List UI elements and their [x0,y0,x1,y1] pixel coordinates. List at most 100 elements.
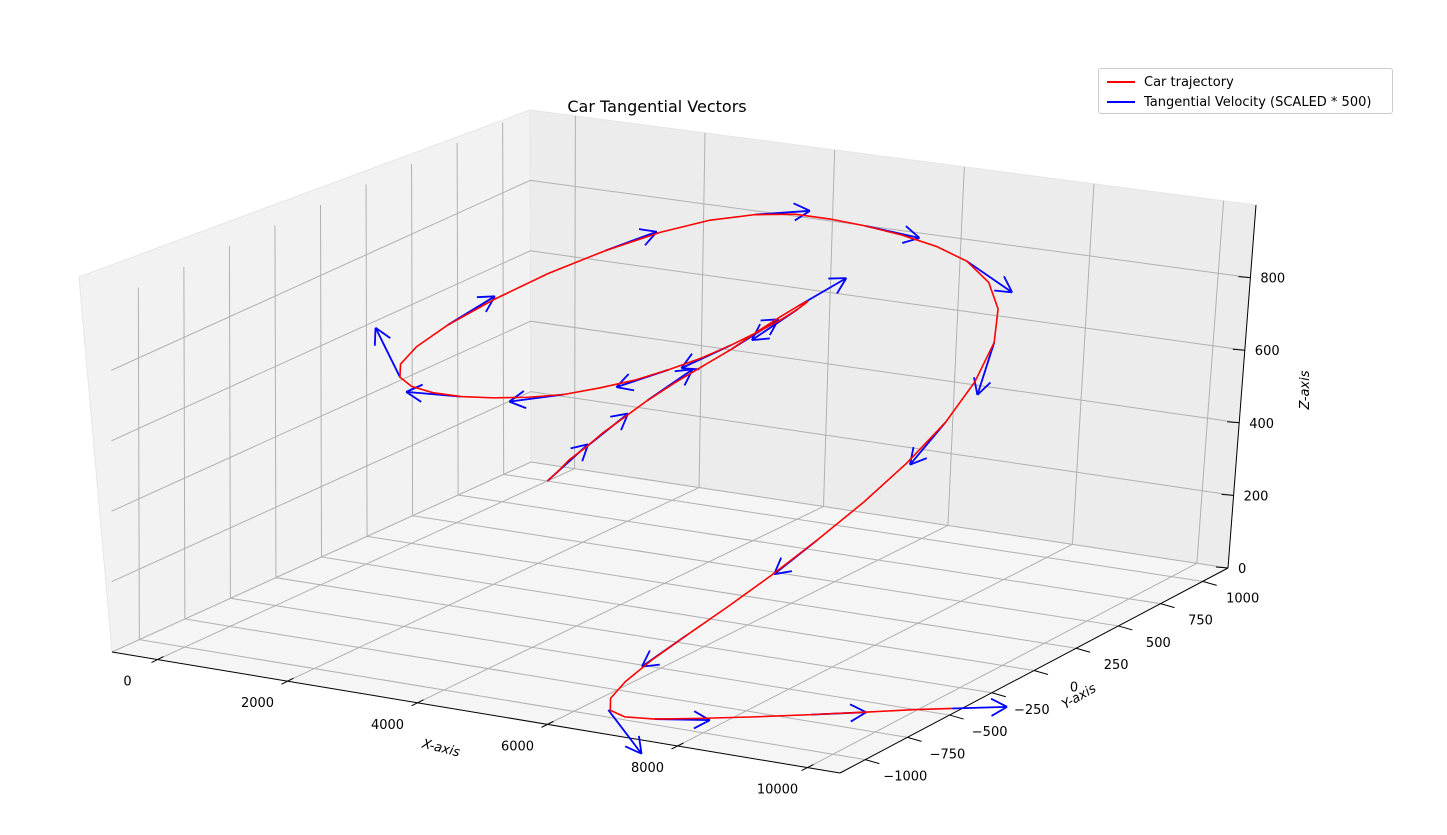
tick-labels: 0200040006000800010000−1000−750−500−2500… [123,272,1285,798]
y-tick-label: 250 [1104,658,1129,673]
arrow-shaft [952,705,1008,710]
arrow-head [616,386,635,392]
x-tick [151,656,164,664]
y-tick [907,736,922,742]
arrow-head [638,228,657,233]
y-tick-label: −500 [972,725,1008,740]
y-tick [1033,670,1049,675]
arrow-shaft [374,327,401,378]
tangent-arrow [607,709,643,755]
z-tick-label: 600 [1255,344,1280,359]
y-tick [865,759,880,765]
z-tick [1215,566,1229,569]
arrow-head [994,289,1013,294]
x-tick-label: 6000 [501,739,534,754]
arrow-head [976,381,992,396]
z-tick-label: 400 [1249,417,1274,432]
arrow-head [405,391,422,403]
z-axis-line [1227,204,1257,569]
x-tick [281,677,294,685]
legend-item-trajectory: Car trajectory [1107,72,1384,92]
arrow-head [674,368,693,373]
y-tick-label: −1000 [883,770,927,785]
arrow-head [1003,275,1013,293]
arrow-head [991,706,1008,717]
z-grid-line [111,461,1229,653]
y-tick-label: 500 [1146,636,1171,651]
arrow-head [909,457,928,466]
arrow-head [373,327,377,346]
x-axis-label: X-axis [419,736,461,760]
arrow-shaft [607,709,643,755]
y-tick-label: −750 [930,747,966,762]
y-tick-label: −250 [1014,703,1050,718]
z-tick-label: 0 [1238,562,1246,577]
arrow-shaft [966,260,1013,294]
arrow-head [641,650,651,668]
z-tick [1227,421,1240,424]
z-grid-line [111,320,1240,512]
arrow-head [850,711,867,723]
arrow-head [973,377,979,396]
z-axis-label: Z-axis [1298,370,1313,410]
arrow-head [570,443,589,450]
arrow-head [610,412,629,418]
tick-marks [151,276,1251,772]
arrow-head [909,446,915,465]
z-tick [1238,276,1251,279]
z-grid-line [111,250,1245,442]
legend-swatch-trajectory [1107,81,1135,83]
arrow-head [836,277,848,294]
y-tick [1202,580,1217,586]
x-tick-label: 4000 [371,718,404,733]
arrow-head [476,295,495,299]
x-tick-label: 8000 [631,761,664,776]
legend-label-trajectory: Car trajectory [1144,74,1234,90]
arrow-head [485,295,496,313]
y-tick [991,692,1006,698]
y-tick [1076,647,1091,653]
x-tick [411,699,424,707]
axes-panes [78,109,1257,774]
x-tick [541,720,554,728]
x-tick [671,742,684,750]
legend-label-tangent: Tangential Velocity (SCALED * 500) [1144,94,1372,110]
z-tick [1232,348,1245,351]
z-grid-line [110,179,1251,371]
arrow-head [905,225,921,239]
x-tick-label: 10000 [757,783,798,798]
arrow-head [751,337,770,341]
z-tick-label: 200 [1244,489,1269,504]
arrow-head [637,735,643,754]
arrow-shaft [976,342,996,396]
tangent-arrow [952,697,1008,717]
trajectory-line [399,213,999,720]
z-tick [1221,493,1234,496]
arrow-head [680,353,693,369]
legend-item-tangent: Tangential Velocity (SCALED * 500) [1107,92,1384,112]
y-tick-label: 750 [1188,614,1213,629]
arrow-head [615,373,630,388]
arrow-head [508,400,527,409]
arrow-head [990,697,1008,708]
arrow-head [508,390,525,403]
tangent-arrow [973,342,996,396]
legend-swatch-tangent [1107,101,1135,103]
y-tick-label: 0 [1070,681,1078,696]
y-tick [949,714,964,720]
tangent-arrow [966,260,1013,294]
arrow-head [693,719,711,730]
arrow-head [793,202,811,212]
arrow-head [901,237,920,244]
x-tick-label: 2000 [241,696,274,711]
grid-lines [110,115,1251,769]
x-tick-label: 0 [123,675,131,690]
z-tick-label: 800 [1260,272,1285,287]
tangent-arrow [373,327,401,378]
chart-title: Car Tangential Vectors [567,97,746,116]
legend: Car trajectory Tangential Velocity (SCAL… [1098,68,1393,114]
arrow-head [624,745,642,755]
y-tick-label: 1000 [1226,591,1259,606]
z-grid-line [111,391,1234,583]
